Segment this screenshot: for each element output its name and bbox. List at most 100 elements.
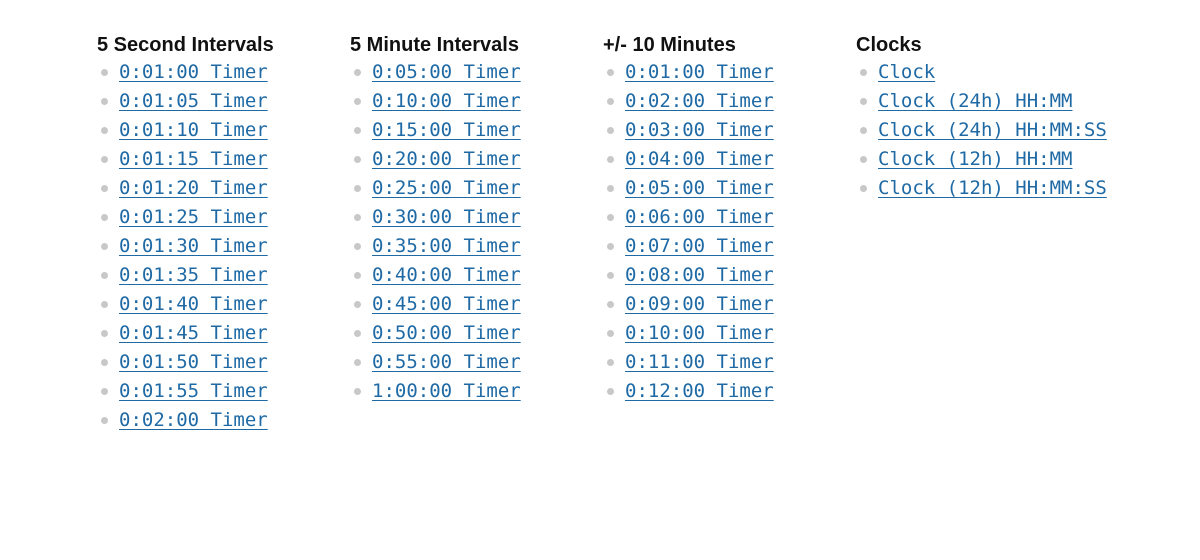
timer-link[interactable]: 0:25:00 Timer xyxy=(372,177,521,199)
bullet-icon xyxy=(607,272,614,279)
timer-link[interactable]: Clock xyxy=(878,61,936,83)
bullet-icon xyxy=(101,243,108,250)
bullet-icon xyxy=(860,127,867,134)
timer-link[interactable]: 0:45:00 Timer xyxy=(372,293,521,315)
timer-link[interactable]: 0:03:00 Timer xyxy=(625,119,774,141)
timer-link[interactable]: 0:01:30 Timer xyxy=(119,235,268,257)
timer-link[interactable]: 0:02:00 Timer xyxy=(119,409,268,431)
timer-link[interactable]: 0:30:00 Timer xyxy=(372,206,521,228)
list-item: 0:04:00 Timer xyxy=(603,145,774,174)
timer-link[interactable]: 0:06:00 Timer xyxy=(625,206,774,228)
timer-link[interactable]: 0:15:00 Timer xyxy=(372,119,521,141)
bullet-icon xyxy=(354,127,361,134)
bullet-icon xyxy=(860,185,867,192)
bullet-icon xyxy=(101,185,108,192)
list-item: Clock (24h) HH:MM:SS xyxy=(856,116,1107,145)
list-item: 0:01:45 Timer xyxy=(97,319,274,348)
timer-link[interactable]: 0:08:00 Timer xyxy=(625,264,774,286)
timer-link[interactable]: 0:01:25 Timer xyxy=(119,206,268,228)
list-item: Clock (24h) HH:MM xyxy=(856,87,1107,116)
timer-link[interactable]: 0:01:55 Timer xyxy=(119,380,268,402)
timer-link[interactable]: 0:10:00 Timer xyxy=(372,90,521,112)
section-title: 5 Minute Intervals xyxy=(350,34,519,56)
list-item: 0:50:00 Timer xyxy=(350,319,521,348)
bullet-icon xyxy=(101,98,108,105)
timer-link[interactable]: Clock (12h) HH:MM xyxy=(878,148,1073,170)
timer-link[interactable]: 0:01:35 Timer xyxy=(119,264,268,286)
bullet-icon xyxy=(607,69,614,76)
timer-link[interactable]: 0:01:40 Timer xyxy=(119,293,268,315)
bullet-icon xyxy=(101,127,108,134)
section-5-second-intervals: 5 Second Intervals 0:01:00 Timer 0:01:05 … xyxy=(97,32,274,435)
timer-link[interactable]: 0:01:20 Timer xyxy=(119,177,268,199)
list-item: 0:01:10 Timer xyxy=(97,116,274,145)
list-item: 0:01:25 Timer xyxy=(97,203,274,232)
bullet-icon xyxy=(354,359,361,366)
bullet-icon xyxy=(607,127,614,134)
timer-link[interactable]: 0:07:00 Timer xyxy=(625,235,774,257)
bullet-icon xyxy=(607,301,614,308)
timer-link[interactable]: 0:01:45 Timer xyxy=(119,322,268,344)
bullet-icon xyxy=(354,301,361,308)
timer-link[interactable]: 0:04:00 Timer xyxy=(625,148,774,170)
bullet-icon xyxy=(101,330,108,337)
list-item: 0:10:00 Timer xyxy=(603,319,774,348)
timer-link[interactable]: 0:10:00 Timer xyxy=(625,322,774,344)
bullet-icon xyxy=(354,214,361,221)
timer-link[interactable]: 0:01:50 Timer xyxy=(119,351,268,373)
bullet-icon xyxy=(354,330,361,337)
timer-link[interactable]: 0:01:00 Timer xyxy=(625,61,774,83)
section-title: 5 Second Intervals xyxy=(97,34,274,56)
bullet-icon xyxy=(860,98,867,105)
timer-link[interactable]: Clock (12h) HH:MM:SS xyxy=(878,177,1107,199)
timer-link[interactable]: 0:02:00 Timer xyxy=(625,90,774,112)
bullet-icon xyxy=(354,98,361,105)
timer-link-list: 0:01:00 Timer 0:01:05 Timer 0:01:10 Timer 0… xyxy=(97,58,274,435)
bullet-icon xyxy=(607,98,614,105)
timer-link[interactable]: 0:09:00 Timer xyxy=(625,293,774,315)
timer-link[interactable]: 0:20:00 Timer xyxy=(372,148,521,170)
timer-link[interactable]: 0:50:00 Timer xyxy=(372,322,521,344)
section-clocks: Clocks Clock Clock (24h) HH:MM Clock (24h)… xyxy=(856,32,1107,203)
list-item: 0:05:00 Timer xyxy=(350,58,521,87)
list-item: 0:07:00 Timer xyxy=(603,232,774,261)
list-item: 0:05:00 Timer xyxy=(603,174,774,203)
timer-link[interactable]: 0:01:05 Timer xyxy=(119,90,268,112)
timer-link[interactable]: 0:01:10 Timer xyxy=(119,119,268,141)
list-item: 0:09:00 Timer xyxy=(603,290,774,319)
bullet-icon xyxy=(354,243,361,250)
list-item: 0:20:00 Timer xyxy=(350,145,521,174)
bullet-icon xyxy=(101,69,108,76)
list-item: 0:15:00 Timer xyxy=(350,116,521,145)
bullet-icon xyxy=(607,156,614,163)
timer-link[interactable]: Clock (24h) HH:MM xyxy=(878,90,1073,112)
list-item: 0:30:00 Timer xyxy=(350,203,521,232)
timer-link[interactable]: 0:01:15 Timer xyxy=(119,148,268,170)
list-item: 0:01:15 Timer xyxy=(97,145,274,174)
timer-link[interactable]: 0:01:00 Timer xyxy=(119,61,268,83)
bullet-icon xyxy=(860,69,867,76)
timer-link[interactable]: 0:55:00 Timer xyxy=(372,351,521,373)
bullet-icon xyxy=(607,214,614,221)
list-item: 0:01:00 Timer xyxy=(97,58,274,87)
bullet-icon xyxy=(354,272,361,279)
timer-link[interactable]: 1:00:00 Timer xyxy=(372,380,521,402)
list-item: 0:01:00 Timer xyxy=(603,58,774,87)
bullet-icon xyxy=(354,156,361,163)
timer-link-list: 0:05:00 Timer 0:10:00 Timer 0:15:00 Timer 0… xyxy=(350,58,521,406)
timer-link[interactable]: 0:12:00 Timer xyxy=(625,380,774,402)
timer-link[interactable]: Clock (24h) HH:MM:SS xyxy=(878,119,1107,141)
bullet-icon xyxy=(354,388,361,395)
timer-link[interactable]: 0:35:00 Timer xyxy=(372,235,521,257)
timer-link[interactable]: 0:05:00 Timer xyxy=(625,177,774,199)
timer-link[interactable]: 0:40:00 Timer xyxy=(372,264,521,286)
timer-link[interactable]: 0:05:00 Timer xyxy=(372,61,521,83)
bullet-icon xyxy=(101,156,108,163)
clock-link-list: Clock Clock (24h) HH:MM Clock (24h) HH:MM:… xyxy=(856,58,1107,203)
bullet-icon xyxy=(860,156,867,163)
list-item: 0:55:00 Timer xyxy=(350,348,521,377)
bullet-icon xyxy=(354,69,361,76)
list-item: 0:01:50 Timer xyxy=(97,348,274,377)
timer-link[interactable]: 0:11:00 Timer xyxy=(625,351,774,373)
list-item: 0:02:00 Timer xyxy=(97,406,274,435)
